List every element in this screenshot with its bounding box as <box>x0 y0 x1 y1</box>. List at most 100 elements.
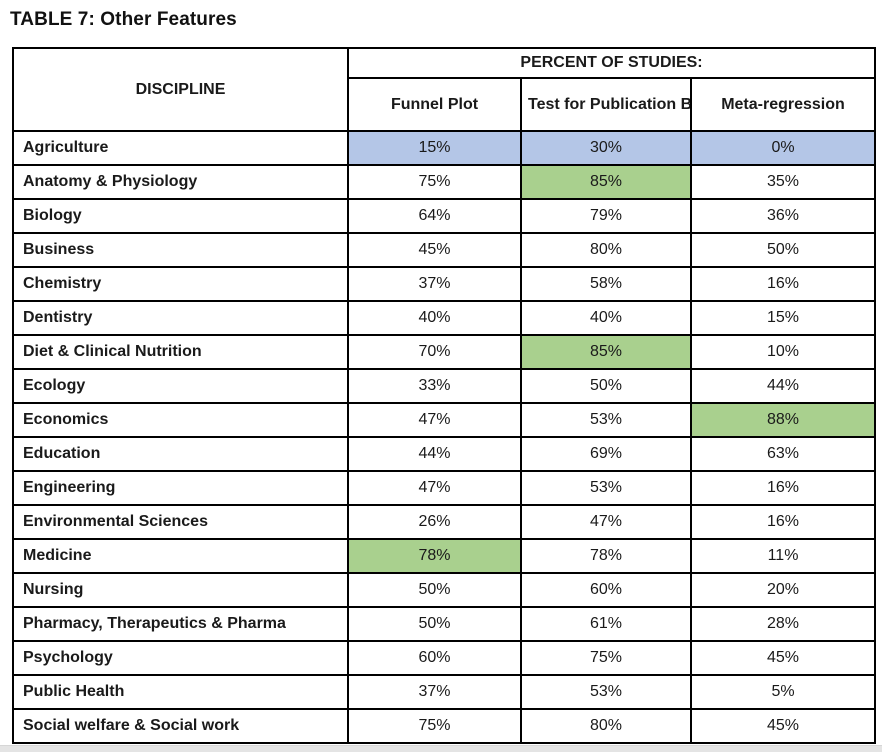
value-cell: 16% <box>689 470 877 506</box>
discipline-cell: Medicine <box>12 538 349 574</box>
table-row-medicine: Medicine 78% 78% 11% <box>12 538 877 574</box>
header-row-columns: Funnel Plot Test for Publication Bias Me… <box>13 77 877 132</box>
value-cell: 60% <box>520 572 692 608</box>
table-row-pharmacy-therapeutics-pharma: Pharmacy, Therapeutics & Pharma 50% 61% … <box>12 606 877 642</box>
table-row-ecology: Ecology 33% 50% 44% <box>12 368 877 404</box>
discipline-cell: Dentistry <box>12 300 349 336</box>
value-cell: 53% <box>520 402 692 438</box>
value-cell: 40% <box>520 300 692 336</box>
value-cell: 36% <box>689 198 877 234</box>
value-cell: 33% <box>347 368 522 404</box>
value-cell: 61% <box>520 606 692 642</box>
discipline-cell: Biology <box>12 198 349 234</box>
value-cell: 44% <box>347 436 522 472</box>
value-cell: 47% <box>347 402 522 438</box>
discipline-cell: Nursing <box>12 572 349 608</box>
value-cell: 63% <box>689 436 877 472</box>
value-cell: 78% <box>520 538 692 574</box>
value-cell: 15% <box>347 130 522 166</box>
discipline-cell: Ecology <box>12 368 349 404</box>
table-row-agriculture: Agriculture 15% 30% 0% <box>12 130 877 166</box>
discipline-cell: Psychology <box>12 640 349 676</box>
value-cell: 85% <box>520 164 692 200</box>
discipline-cell: Diet & Clinical Nutrition <box>12 334 349 370</box>
table-row-education: Education 44% 69% 63% <box>12 436 877 472</box>
table-row-nursing: Nursing 50% 60% 20% <box>12 572 877 608</box>
value-cell: 50% <box>520 368 692 404</box>
value-cell: 5% <box>689 674 877 710</box>
discipline-cell: Agriculture <box>12 130 349 166</box>
value-cell: 60% <box>347 640 522 676</box>
value-cell: 26% <box>347 504 522 540</box>
value-cell: 35% <box>689 164 877 200</box>
discipline-cell: Engineering <box>12 470 349 506</box>
value-cell: 70% <box>347 334 522 370</box>
column-header-discipline: DISCIPLINE <box>12 47 349 132</box>
discipline-cell: Environmental Sciences <box>12 504 349 540</box>
table-row-anatomy-physiology: Anatomy & Physiology 75% 85% 35% <box>12 164 877 200</box>
value-cell: 69% <box>520 436 692 472</box>
value-cell: 15% <box>689 300 877 336</box>
table-row-economics: Economics 47% 53% 88% <box>12 402 877 438</box>
value-cell: 64% <box>347 198 522 234</box>
value-cell: 78% <box>347 538 522 574</box>
header-row-group: DISCIPLINE PERCENT OF STUDIES: <box>12 47 877 132</box>
value-cell: 37% <box>347 674 522 710</box>
table-row-business: Business 45% 80% 50% <box>12 232 877 268</box>
discipline-cell: Economics <box>12 402 349 438</box>
value-cell: 10% <box>689 334 877 370</box>
value-cell: 47% <box>520 504 692 540</box>
value-cell: 50% <box>689 232 877 268</box>
value-cell: 85% <box>520 334 692 370</box>
discipline-cell: Chemistry <box>12 266 349 302</box>
table-row-psychology: Psychology 60% 75% 45% <box>12 640 877 676</box>
value-cell: 50% <box>347 572 522 608</box>
value-cell: 45% <box>689 708 877 744</box>
table-row-dentistry: Dentistry 40% 40% 15% <box>12 300 877 336</box>
discipline-cell: Public Health <box>12 674 349 710</box>
value-cell: 11% <box>689 538 877 574</box>
column-header-meta-regression: Meta-regression <box>689 77 877 132</box>
value-cell: 50% <box>347 606 522 642</box>
column-header-funnel-plot: Funnel Plot <box>347 77 522 132</box>
value-cell: 37% <box>347 266 522 302</box>
value-cell: 53% <box>520 470 692 506</box>
table-row-diet-clinical-nutrition: Diet & Clinical Nutrition 70% 85% 10% <box>12 334 877 370</box>
value-cell: 16% <box>689 504 877 540</box>
column-header-test-for-publication-bias: Test for Publication Bias <box>520 77 692 132</box>
group-header-percent-of-studies: PERCENT OF STUDIES: <box>346 47 877 79</box>
scrollbar-track[interactable] <box>0 745 882 752</box>
table-row-engineering: Engineering 47% 53% 16% <box>12 470 877 506</box>
value-cell: 44% <box>689 368 877 404</box>
page-title: TABLE 7: Other Features <box>10 9 237 30</box>
value-cell: 88% <box>689 402 877 438</box>
discipline-cell: Anatomy & Physiology <box>12 164 349 200</box>
value-cell: 30% <box>520 130 692 166</box>
value-cell: 53% <box>520 674 692 710</box>
value-cell: 47% <box>347 470 522 506</box>
discipline-cell: Business <box>12 232 349 268</box>
table-row-social-welfare-social-work: Social welfare & Social work 75% 80% 45% <box>12 708 877 744</box>
value-cell: 75% <box>520 640 692 676</box>
value-cell: 20% <box>689 572 877 608</box>
discipline-cell: Social welfare & Social work <box>12 708 349 744</box>
table-row-biology: Biology 64% 79% 36% <box>12 198 877 234</box>
value-cell: 16% <box>689 266 877 302</box>
table-row-public-health: Public Health 37% 53% 5% <box>12 674 877 710</box>
value-cell: 80% <box>520 232 692 268</box>
value-cell: 28% <box>689 606 877 642</box>
value-cell: 80% <box>520 708 692 744</box>
other-features-table: DISCIPLINE PERCENT OF STUDIES: Funnel Pl… <box>12 47 877 744</box>
discipline-cell: Education <box>12 436 349 472</box>
value-cell: 0% <box>689 130 877 166</box>
value-cell: 45% <box>689 640 877 676</box>
value-cell: 45% <box>347 232 522 268</box>
table-row-chemistry: Chemistry 37% 58% 16% <box>12 266 877 302</box>
value-cell: 75% <box>347 164 522 200</box>
value-cell: 40% <box>347 300 522 336</box>
discipline-cell: Pharmacy, Therapeutics & Pharma <box>12 606 349 642</box>
value-cell: 79% <box>520 198 692 234</box>
value-cell: 58% <box>520 266 692 302</box>
table-row-environmental-sciences: Environmental Sciences 26% 47% 16% <box>12 504 877 540</box>
value-cell: 75% <box>347 708 522 744</box>
